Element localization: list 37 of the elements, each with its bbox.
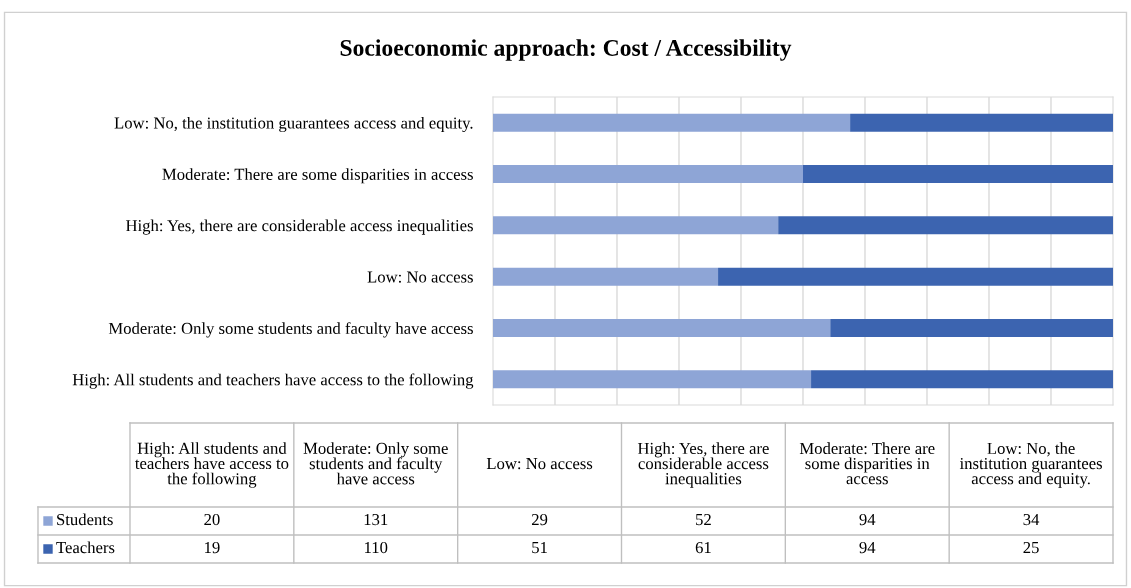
y-tick-label: Low: No, the institution guarantees access and equity. bbox=[114, 116, 473, 133]
data-label: 61 bbox=[695, 541, 711, 554]
data-label: 94 bbox=[859, 541, 876, 554]
y-tick-label: High: All students and teachers have access to the following bbox=[72, 373, 474, 389]
bar bbox=[493, 267, 719, 286]
bar bbox=[493, 216, 779, 235]
bar bbox=[778, 216, 1113, 235]
data-label: 52 bbox=[696, 513, 711, 526]
data-label: 110 bbox=[365, 541, 388, 554]
category-label: High: Yes, there are considerable access inequalities bbox=[637, 442, 769, 488]
bar bbox=[493, 319, 831, 337]
bar bbox=[803, 165, 1113, 183]
data-label: 25 bbox=[1023, 541, 1039, 554]
data-label: 34 bbox=[1023, 513, 1040, 526]
category-label: Low: No access bbox=[486, 458, 593, 470]
data-label: 94 bbox=[859, 513, 876, 526]
category-label: Low: No, the institution guarantees access and equity. bbox=[959, 442, 1102, 488]
legend-label: Teachers bbox=[56, 541, 115, 554]
y-tick-label: Moderate: Only some students and faculty have access bbox=[108, 322, 473, 338]
y-tick-label: Low: No access bbox=[367, 271, 473, 283]
data-label: 20 bbox=[204, 513, 220, 526]
y-tick-label: Moderate: There are some disparities in access bbox=[162, 168, 473, 184]
bar bbox=[811, 370, 1113, 389]
data-label: 19 bbox=[205, 541, 220, 554]
chart-title: Socioeconomic approach: Cost / Accessibility bbox=[340, 39, 792, 61]
bar bbox=[718, 267, 1113, 286]
data-label: 29 bbox=[531, 513, 548, 526]
y-tick-label: High: Yes, there are considerable access inequalities bbox=[125, 219, 473, 235]
category-label: Moderate: There are some disparities in access bbox=[799, 442, 935, 485]
bar bbox=[850, 113, 1113, 132]
bar bbox=[830, 319, 1113, 337]
bar bbox=[493, 370, 812, 389]
data-label: 131 bbox=[364, 513, 388, 526]
data-label: 51 bbox=[532, 542, 547, 554]
legend-label: Students bbox=[57, 513, 113, 526]
bar bbox=[493, 113, 851, 132]
bar bbox=[493, 165, 803, 183]
